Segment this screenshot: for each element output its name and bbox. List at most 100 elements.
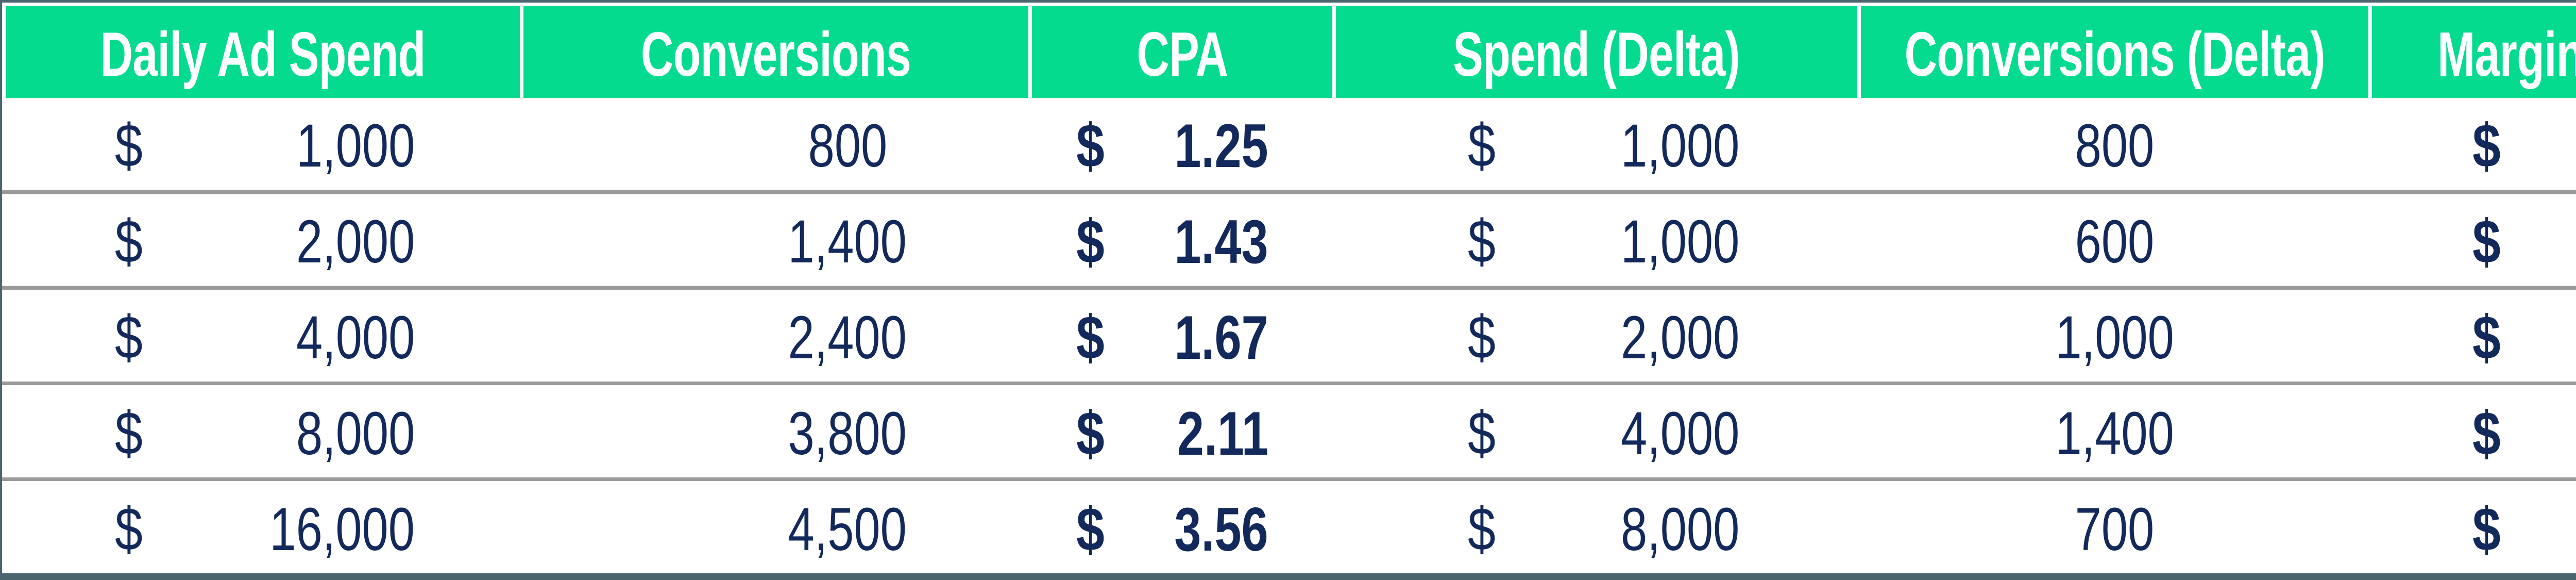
- currency-symbol: $: [1076, 494, 1105, 564]
- cell-value: 3.56: [1174, 494, 1268, 564]
- cell-daily-ad-spend: $ 4,000: [6, 294, 520, 382]
- cell-value: 800: [808, 112, 887, 180]
- header-cell-spend-delta: Spend (Delta): [1336, 6, 1857, 98]
- currency-symbol: $: [1076, 207, 1105, 277]
- currency-symbol: $: [1076, 399, 1105, 468]
- cell-marginal-cpa: $ 2.86: [2372, 389, 2576, 477]
- cell-daily-ad-spend: $ 8,000: [6, 389, 520, 477]
- cell-value: 2.11: [1177, 399, 1268, 468]
- cell-value: 1,000: [1620, 208, 1739, 276]
- cell-conversions: 3,800: [523, 389, 1028, 477]
- cell-conversions-delta: 700: [1861, 485, 2368, 573]
- cell-value: 1,000: [296, 112, 415, 180]
- header-cell-conversions: Conversions: [523, 6, 1028, 98]
- table-header-row: Daily Ad Spend Conversions CPA Spend (De…: [2, 3, 2576, 98]
- currency-symbol: $: [1076, 111, 1105, 181]
- row-separator: [2, 477, 2576, 482]
- header-label: Conversions: [640, 19, 911, 89]
- cell-spend-delta: $ 8,000: [1336, 485, 1857, 573]
- cell-marginal-cpa: $ 1.67: [2372, 198, 2576, 286]
- cell-marginal-cpa: $ 1.25: [2372, 102, 2576, 190]
- cell-marginal-cpa: $ 11.43: [2372, 485, 2576, 573]
- row-separator: [2, 382, 2576, 386]
- cell-conversions-delta: 1,400: [1861, 389, 2368, 477]
- cell-value: 8,000: [296, 399, 415, 468]
- currency-symbol: $: [115, 208, 143, 276]
- cell-cpa: $ 1.25: [1032, 102, 1332, 190]
- cell-value: 1,000: [2055, 303, 2174, 372]
- table-border-left: [0, 0, 2, 580]
- cell-value: 4,000: [1620, 399, 1739, 468]
- cell-value: 3,800: [788, 399, 907, 468]
- cell-conversions: 2,400: [523, 294, 1028, 382]
- cell-spend-delta: $ 1,000: [1336, 102, 1857, 190]
- cell-daily-ad-spend: $ 2,000: [6, 198, 520, 286]
- cell-cpa: $ 3.56: [1032, 485, 1332, 573]
- currency-symbol: $: [1468, 303, 1496, 372]
- header-label: Spend (Delta): [1453, 19, 1740, 89]
- cell-value: 1,400: [788, 208, 907, 276]
- cell-value: 4,500: [788, 495, 907, 564]
- currency-symbol: $: [1468, 495, 1496, 564]
- currency-symbol: $: [115, 399, 143, 468]
- currency-symbol: $: [1076, 303, 1105, 372]
- cell-value: 700: [2075, 495, 2155, 564]
- cell-conversions: 4,500: [523, 485, 1028, 573]
- cell-daily-ad-spend: $ 16,000: [6, 485, 520, 573]
- currency-symbol: $: [115, 495, 143, 564]
- header-cell-daily-ad-spend: Daily Ad Spend: [6, 6, 520, 98]
- cell-conversions: 800: [523, 102, 1028, 190]
- currency-symbol: $: [2472, 399, 2501, 468]
- currency-symbol: $: [2472, 111, 2501, 181]
- currency-symbol: $: [2472, 303, 2501, 372]
- currency-symbol: $: [115, 303, 143, 372]
- header-label: CPA: [1137, 19, 1228, 89]
- table-row: $ 1,000 800 $ 1.25 $ 1,000 800 $ 1.25: [2, 98, 2576, 190]
- cell-spend-delta: $ 1,000: [1336, 198, 1857, 286]
- currency-symbol: $: [1468, 208, 1496, 276]
- cell-value: 600: [2075, 208, 2155, 276]
- cell-value: 2,400: [788, 303, 907, 372]
- cell-value: 1,400: [2055, 399, 2174, 468]
- table-row: $ 4,000 2,400 $ 1.67 $ 2,000 1,000 $ 2.0…: [2, 290, 2576, 382]
- cell-value: 1.67: [1174, 303, 1268, 372]
- cell-value: 2,000: [296, 208, 415, 276]
- cell-conversions-delta: 600: [1861, 198, 2368, 286]
- row-separator: [2, 286, 2576, 290]
- cell-cpa: $ 1.67: [1032, 294, 1332, 382]
- table-row: $ 2,000 1,400 $ 1.43 $ 1,000 600 $ 1.67: [2, 194, 2576, 286]
- cell-cpa: $ 2.11: [1032, 389, 1332, 477]
- cell-daily-ad-spend: $ 1,000: [6, 102, 520, 190]
- currency-symbol: $: [1468, 112, 1496, 180]
- table-row: $ 8,000 3,800 $ 2.11 $ 4,000 1,400 $ 2.8…: [2, 385, 2576, 477]
- currency-symbol: $: [2472, 207, 2501, 277]
- header-label: Conversions (Delta): [1904, 19, 2325, 89]
- table-border-top: [0, 0, 2576, 3]
- header-label: Marginal CPA: [2437, 19, 2576, 89]
- table-body: $ 1,000 800 $ 1.25 $ 1,000 800 $ 1.25: [2, 98, 2576, 573]
- cell-spend-delta: $ 4,000: [1336, 389, 1857, 477]
- table-border-bottom: [0, 573, 2576, 580]
- currency-symbol: $: [115, 112, 143, 180]
- cell-conversions-delta: 800: [1861, 102, 2368, 190]
- cell-value: 4,000: [296, 303, 415, 372]
- header-label: Daily Ad Spend: [100, 19, 426, 89]
- cell-value: 2,000: [1620, 303, 1739, 372]
- cell-value: 1,000: [1620, 112, 1739, 180]
- cell-conversions: 1,400: [523, 198, 1028, 286]
- cell-value: 16,000: [269, 495, 415, 564]
- cell-spend-delta: $ 2,000: [1336, 294, 1857, 382]
- cell-value: 8,000: [1620, 495, 1739, 564]
- cell-cpa: $ 1.43: [1032, 198, 1332, 286]
- currency-symbol: $: [1468, 399, 1496, 468]
- header-cell-conversions-delta: Conversions (Delta): [1861, 6, 2368, 98]
- cell-value: 1.25: [1174, 111, 1268, 181]
- cell-marginal-cpa: $ 2.00: [2372, 294, 2576, 382]
- header-cell-marginal-cpa: Marginal CPA: [2372, 6, 2576, 98]
- cell-value: 800: [2075, 112, 2155, 180]
- row-separator: [2, 190, 2576, 194]
- header-cell-cpa: CPA: [1032, 6, 1332, 98]
- cell-conversions-delta: 1,000: [1861, 294, 2368, 382]
- table-row: $ 16,000 4,500 $ 3.56 $ 8,000 700 $ 11.4…: [2, 481, 2576, 573]
